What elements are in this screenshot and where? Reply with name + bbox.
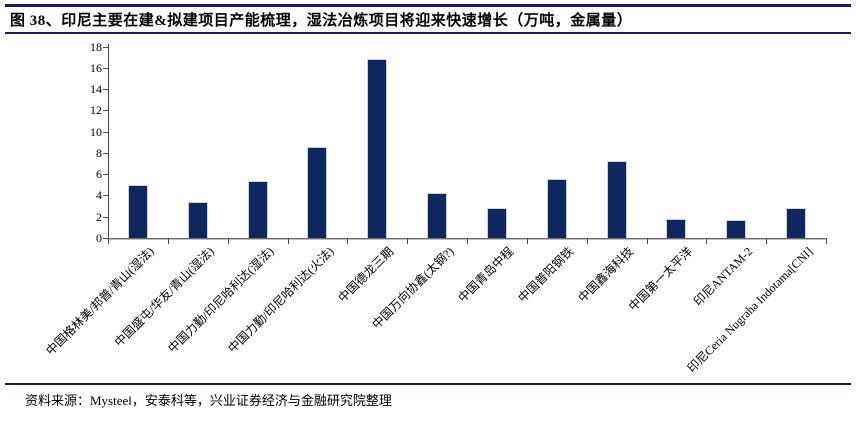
y-axis-tick	[103, 152, 108, 154]
y-axis-tick-label: 10	[90, 124, 102, 139]
y-axis-tick-label: 8	[96, 145, 102, 160]
x-axis-label: 印尼ANTAM-2	[691, 244, 756, 309]
y-axis-tick-label: 2	[96, 209, 102, 224]
y-axis-tick-label: 16	[90, 60, 102, 75]
x-axis-tick	[108, 239, 109, 244]
y-axis-tick	[103, 131, 108, 133]
x-axis-tick	[826, 239, 827, 244]
x-axis-label: 中国力勤/印尼哈利达(湿法)	[165, 244, 277, 356]
bar	[127, 184, 148, 238]
bar	[187, 201, 208, 238]
y-axis-tick-label: 6	[96, 167, 102, 182]
x-axis-tick	[766, 239, 768, 244]
y-axis-tick-label: 12	[90, 103, 102, 118]
x-axis-label: 中国德龙三期	[335, 244, 397, 306]
x-axis-tick	[167, 239, 169, 244]
header-top-rule	[5, 4, 851, 7]
x-axis-label: 中国普阳钢铁	[515, 244, 576, 306]
footer-rule	[5, 383, 851, 385]
x-axis-tick	[467, 239, 468, 244]
figure-title: 图 38、印尼主要在建&拟建项目产能梳理，湿法冶炼项目将迎来快速增长（万吨，金属…	[10, 13, 633, 29]
bar	[786, 208, 807, 238]
x-axis-label: 中国青岛中程	[455, 244, 517, 306]
bar	[427, 193, 448, 238]
bar	[606, 161, 627, 238]
y-axis-tick	[103, 238, 108, 239]
bar	[546, 179, 567, 238]
y-axis-line	[108, 43, 109, 238]
x-axis-line	[107, 238, 827, 239]
x-axis-tick	[646, 239, 648, 244]
y-axis-tick-label: 4	[96, 188, 102, 203]
x-axis-tick	[407, 239, 409, 244]
y-axis-tick	[103, 46, 108, 48]
y-axis-tick-label: 14	[90, 82, 102, 97]
x-axis-tick	[526, 239, 528, 244]
y-axis-tick	[103, 174, 108, 176]
x-axis-tick	[227, 239, 229, 244]
x-axis-label: 中国力勤/印尼哈利达(火法)	[225, 244, 337, 356]
bar	[367, 59, 388, 238]
bar	[666, 218, 687, 238]
bar	[486, 208, 507, 238]
x-axis-tick	[706, 239, 708, 244]
x-axis-tick	[347, 239, 349, 244]
x-axis-label: 中国盛屯/华友/青山(湿法)	[111, 244, 217, 350]
y-axis-tick	[103, 110, 108, 112]
bar	[247, 180, 268, 238]
y-axis-tick	[103, 216, 108, 218]
x-axis-label: 中国鑫海科技	[574, 244, 636, 306]
x-axis-label: 中国格林美/邦普/青山(湿法)	[43, 244, 158, 358]
header-bottom-rule	[5, 32, 851, 34]
y-axis-tick	[103, 89, 108, 91]
source-note: 资料来源：Mysteel，安泰科等，兴业证券经济与金融研究院整理	[25, 393, 392, 408]
x-axis-tick	[287, 239, 289, 244]
x-axis-label: 中国第一太平洋	[626, 244, 696, 314]
y-axis-tick	[103, 195, 108, 197]
y-axis-tick	[103, 67, 108, 69]
bar	[307, 146, 328, 238]
y-axis-tick-label: 0	[96, 231, 102, 245]
x-axis-tick	[586, 239, 588, 244]
bar	[726, 219, 747, 238]
x-axis-label: 印尼Ceria Nugraha Indotama[CNI]	[684, 244, 816, 376]
y-axis-tick-label: 18	[90, 39, 102, 54]
